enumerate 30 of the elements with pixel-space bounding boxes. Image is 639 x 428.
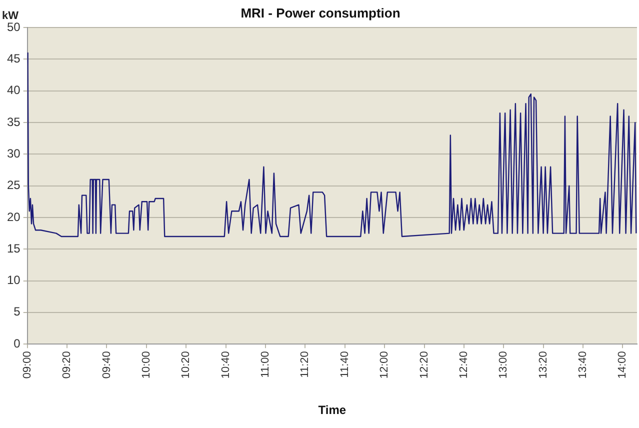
y-tick-label: 25: [6, 178, 21, 192]
x-axis-title: Time: [318, 403, 346, 418]
y-tick-label: 0: [14, 336, 21, 350]
x-tick-label: 13:00: [498, 351, 510, 379]
y-tick-label: 20: [6, 210, 21, 224]
y-tick-label: 40: [6, 83, 21, 98]
y-tick-label: 30: [6, 146, 21, 160]
x-tick-label: 09:00: [21, 351, 34, 379]
x-tick-label: 09:20: [61, 351, 74, 379]
y-tick-label: 45: [6, 52, 21, 66]
x-tick-label: 14:00: [616, 351, 629, 379]
x-tick-label: 12:00: [378, 351, 391, 379]
y-axis-title: kW: [2, 10, 20, 22]
x-tick-label: 11:00: [260, 351, 272, 378]
y-tick-label: 35: [6, 114, 21, 129]
x-tick-label: 12:20: [418, 351, 430, 379]
y-tick-label: 15: [6, 241, 21, 256]
x-tick-label: 13:40: [577, 351, 590, 379]
x-tick-label: 10:20: [180, 351, 192, 379]
x-tick-label: 11:40: [338, 351, 351, 378]
x-tick-label: 13:20: [537, 351, 550, 379]
x-tick-label: 11:20: [299, 351, 312, 378]
x-tick-label: 09:40: [100, 351, 113, 379]
y-tick-label: 50: [6, 20, 21, 34]
x-tick-label: 12:40: [458, 351, 470, 379]
y-tick-label: 10: [6, 273, 21, 288]
x-tick-label: 10:00: [140, 351, 152, 379]
chart-title: MRI - Power consumption: [240, 5, 400, 20]
x-tick-label: 10:40: [220, 351, 232, 379]
y-tick-label: 5: [14, 304, 21, 319]
